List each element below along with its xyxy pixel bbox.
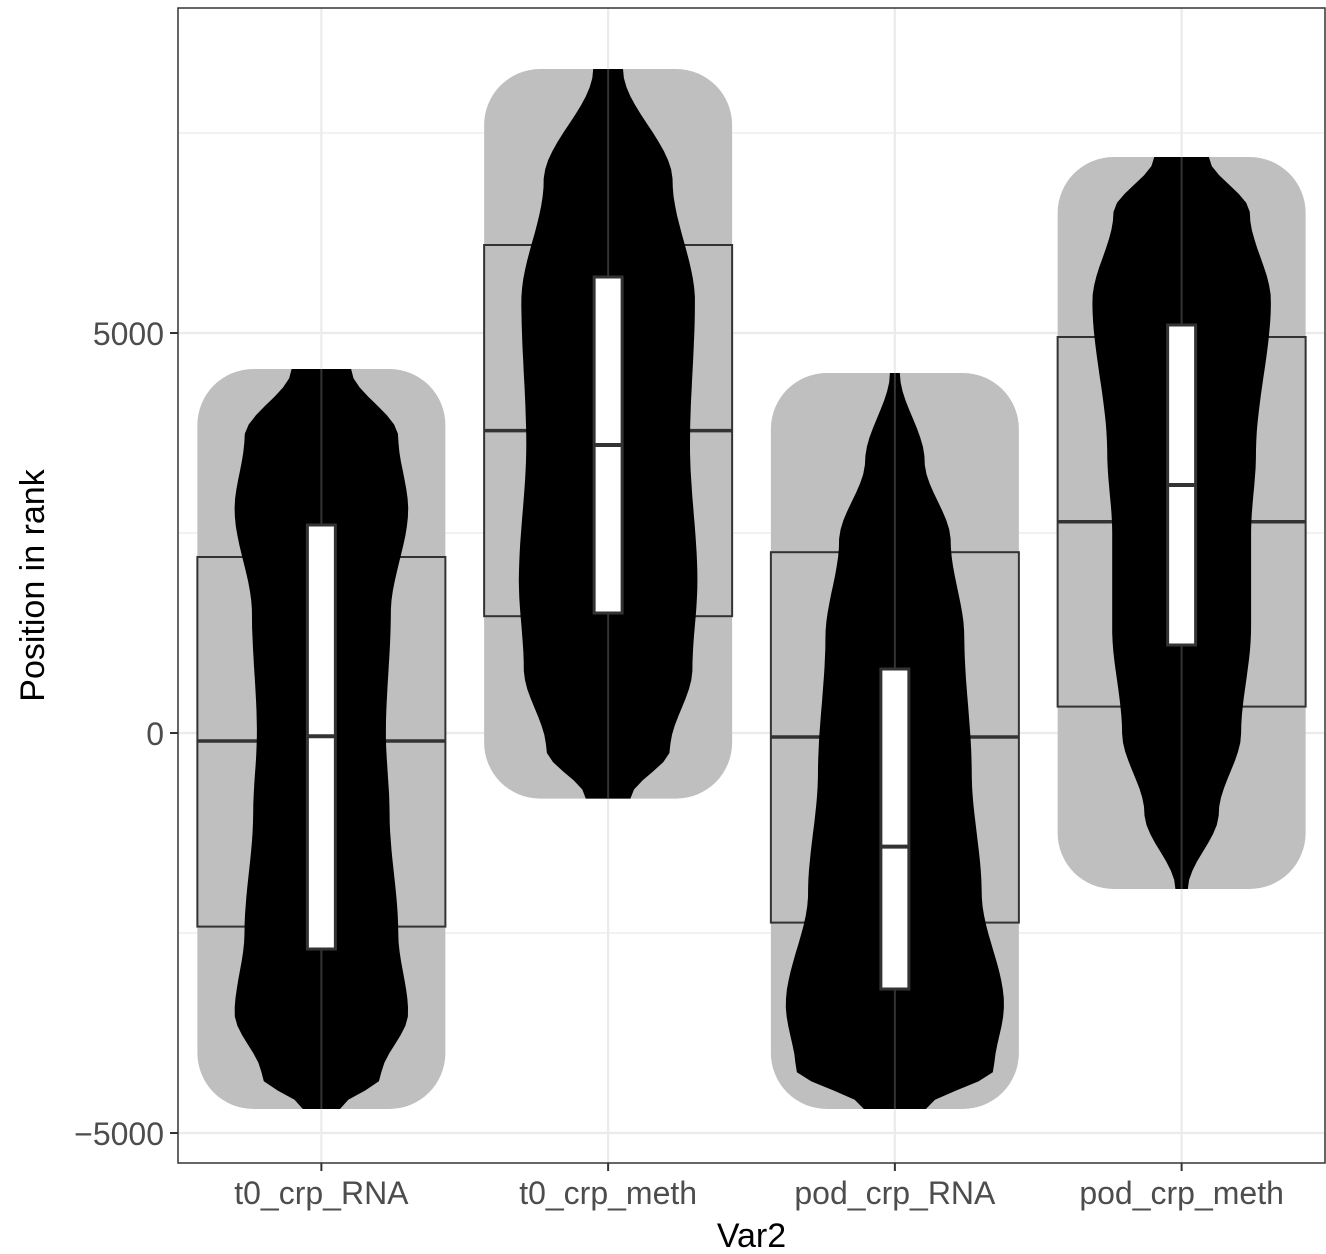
y-tick-label: 0 xyxy=(146,716,164,752)
x-tick-label: t0_crp_meth xyxy=(519,1175,697,1211)
y-tick-label: 5000 xyxy=(93,316,164,352)
y-axis-label: Position in rank xyxy=(14,468,52,701)
inner-boxplots xyxy=(305,69,1198,1109)
x-axis-ticks: t0_crp_RNA t0_crp_meth pod_crp_RNA pod_crp_… xyxy=(234,1163,1284,1211)
x-tick-label: pod_crp_meth xyxy=(1079,1175,1284,1211)
y-axis-ticks: −5000 0 5000 xyxy=(74,316,178,1152)
inner-box xyxy=(879,667,911,991)
y-tick-label: −5000 xyxy=(74,1116,164,1152)
x-tick-label: pod_crp_RNA xyxy=(794,1175,996,1211)
x-tick-label: t0_crp_RNA xyxy=(234,1175,409,1211)
x-axis-label: Var2 xyxy=(717,1217,786,1254)
violins xyxy=(234,69,1271,1109)
panel-border xyxy=(177,7,1326,1164)
